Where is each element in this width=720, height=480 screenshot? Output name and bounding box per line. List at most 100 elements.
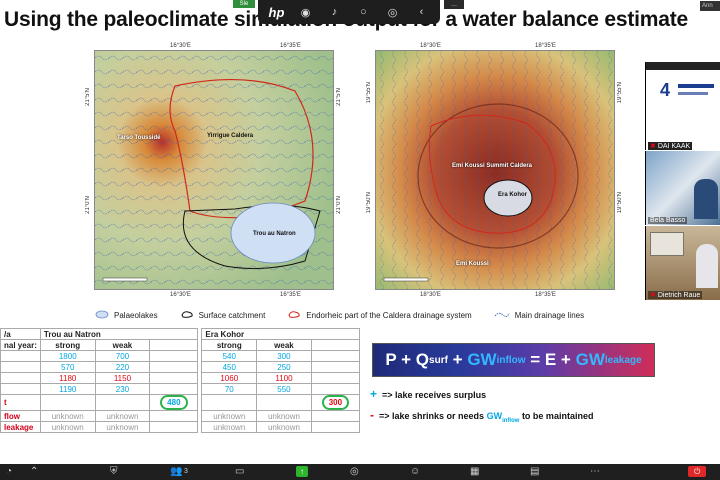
participant-panel-1[interactable]: 4 ✖ DAI KAAK [645,62,720,150]
mic-icon[interactable]: ◔ [6,466,13,477]
tick-right-left-1: 19°55'N [366,82,372,104]
legend-label: Endorheic part of the Caldera drainage s… [306,310,472,320]
cell-ek-strong: 540 [201,350,258,362]
reactions-icon[interactable]: ☺ [410,466,421,477]
row-label: flow [0,410,41,422]
cell-tan-extra [149,410,199,422]
security-shield-icon[interactable]: ⛨ [110,466,118,477]
cell-ek-weak: 250 [256,361,312,373]
cell-ek-strong [201,394,258,411]
tick-right-bottom-2: 18°35'E [535,292,556,298]
label-emi-koussi: Emi Koussi [456,261,489,267]
tick-left-bottom-2: 16°35'E [280,292,301,298]
palaeolake-icon [95,310,109,321]
more-button[interactable]: ... [444,0,464,9]
ek-strong-header: strong [201,339,258,351]
mic-icon[interactable]: ♪ [331,6,338,18]
row-label [0,350,41,362]
eq-surf: surf [429,354,448,366]
record-icon[interactable]: ◉ [300,6,311,19]
cell-ek-extra [310,383,361,395]
tick-right-right-1: 19°55'N [617,82,623,104]
broadcast-icon[interactable]: ◎ [387,6,398,19]
table-row: 1190 230 70 550 [0,383,361,395]
participant-name: ✖ DAI KAAK [648,142,693,150]
tick-right-top-2: 18°35'E [535,43,556,49]
table-subheader-row: nal year: strong weak strong weak [0,339,361,351]
cell-ek-strong: unknown [201,421,258,433]
cell-tan-strong: unknown [39,410,96,422]
row-label: t [0,394,41,411]
circled-value-ek: 300 [321,395,350,410]
participant-panel-2[interactable]: Bela Basso [645,151,720,225]
eq-leakage: leakage [604,354,642,366]
cell-tan-extra [149,421,199,433]
table-row: t 480 300 [0,394,361,411]
top-right-chip[interactable]: Ann [700,1,720,11]
tan-weak-header: weak [94,339,151,351]
cell-tan-strong: 1190 [39,383,96,395]
drainage-icon [494,310,510,321]
note-gw: GW [486,411,503,421]
eq-p-q: P + Q [385,350,430,369]
eq-equals-e: = E + [525,350,576,369]
label-trou-au-natron: Trou au Natron [253,231,296,237]
row-label [0,383,41,395]
map-trou-au-natron: Tarso Toussidé Yirrigue Caldera Trou au … [94,50,334,290]
cell-tan-weak: 700 [94,350,151,362]
cell-ek-strong: 450 [201,361,258,373]
share-screen-button[interactable]: ↑ [296,466,308,477]
cell-tan-strong: 570 [39,361,96,373]
chevron-left-icon[interactable]: ‹ [419,6,424,18]
cell-tan-weak: unknown [94,421,151,433]
meeting-chip[interactable]: Sle [233,0,255,8]
row-label: leakage [0,421,41,433]
cell-tan-extra [149,383,199,395]
cell-tan-strong: 1180 [39,372,96,384]
more-icon[interactable]: ⋯ [590,466,600,477]
cell-tan-strong: unknown [39,421,96,433]
end-meeting-button[interactable]: ⏻ [688,466,707,477]
participant-panel-3[interactable]: ✖ Dietrich Raue [645,226,720,300]
cell-ek-weak: unknown [256,421,312,433]
table-row: flow unknown unknown unknown unknown [0,410,361,422]
note-plus: + => lake receives surplus [370,387,486,401]
tick-left-right-1: 21°5'N [336,88,342,106]
cell-tan-weak: 220 [94,361,151,373]
eq-gw-inflow: GW [467,350,497,369]
catchment-icon [180,310,194,321]
note-minus: - => lake shrinks or needs GWinflow to be… [370,408,593,424]
cell-ek-strong: 70 [201,383,258,395]
legend-item-drainage: Main drainage lines [494,310,584,321]
cell-ek-extra [310,350,361,362]
cell-ek-weak: 550 [256,383,312,395]
participant-name: Bela Basso [648,217,688,224]
eq-gw-leakage: GW [575,350,605,369]
participant-count: 3 [184,468,188,475]
chat-icon[interactable]: ▭ [235,466,245,477]
cell-tan-strong [39,394,96,411]
legend-item-catchment: Surface catchment [180,310,266,321]
minus-icon: - [370,408,374,422]
map-left-graphic [95,51,333,289]
table-row: 1800 700 540 300 [0,350,361,362]
cell-tan-weak: 1150 [94,372,151,384]
tick-right-left-2: 19°50'N [366,192,372,214]
group-header-ek: Era Kohor [201,328,360,340]
tick-right-bottom-1: 18°30'E [420,292,441,298]
table-row: 570 220 450 250 [0,361,361,373]
chevron-up-icon[interactable]: ⌃ [30,466,39,477]
label-era-kohor: Era Kohor [498,192,528,198]
tick-left-right-2: 21°0'N [336,196,342,214]
tick-left-left-2: 21°0'N [85,196,91,214]
whiteboard-icon[interactable]: ▤ [530,466,540,477]
cell-ek-extra: 300 [310,394,361,411]
unit-label: /a [0,328,41,340]
stop-icon[interactable]: ○ [360,6,367,18]
apps-icon[interactable]: ▦ [470,466,480,477]
legend-label: Surface catchment [198,310,266,320]
record-icon[interactable]: ◎ [350,466,359,477]
table-row: 1180 1150 1060 1100 [0,372,361,384]
participants-icon[interactable]: 👥 [170,466,183,477]
cell-ek-weak: 1100 [256,372,312,384]
